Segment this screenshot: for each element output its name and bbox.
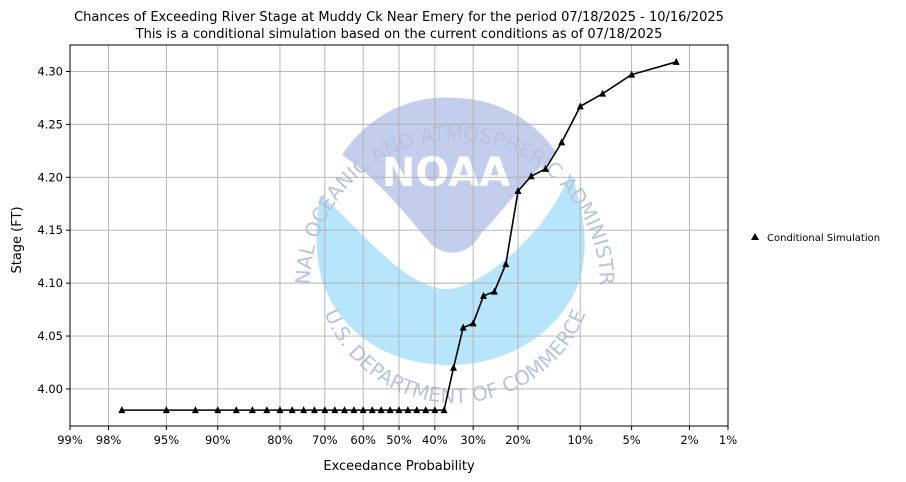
x-axis-ticks: 99% 98% 95% 90% 80% 70% 60% 50% 40% 30% 20% 10% 5% 2%… [57,426,737,447]
data-point-marker [469,319,477,327]
y-tick-label: 4.10 [37,276,63,290]
data-point-marker [263,406,271,414]
data-point-marker [413,406,421,414]
data-point-marker [404,406,412,414]
x-tick-label: 80% [267,433,293,447]
data-point-marker [459,323,467,331]
data-point-marker [576,102,584,110]
data-point-marker [331,406,339,414]
x-tick-label: 2% [680,433,698,447]
data-point-marker [118,406,126,414]
data-point-marker [599,89,607,97]
data-point-marker [490,287,498,295]
data-point-marker [341,406,349,414]
data-point-marker [359,406,367,414]
data-point-marker [368,406,376,414]
x-tick-label: 98% [96,433,122,447]
data-point-marker [321,406,329,414]
data-point-marker [628,70,636,78]
y-tick-label: 4.15 [37,223,63,237]
data-point-marker [191,406,199,414]
series-layer [118,57,680,414]
data-point-marker [300,406,308,414]
x-tick-label: 10% [567,433,593,447]
x-tick-label: 99% [57,433,83,447]
data-point-marker [276,406,284,414]
data-point-marker [431,406,439,414]
grid-layer [69,45,729,426]
data-point-marker [248,406,256,414]
data-point-marker [514,187,522,195]
legend-label: Conditional Simulation [767,233,880,244]
y-tick-label: 4.25 [37,117,63,131]
y-tick-label: 4.05 [37,329,63,343]
chart-title: Chances of Exceeding River Stage at Mudd… [74,10,724,25]
y-tick-label: 4.00 [37,382,63,396]
x-axis-label: Exceedance Probability [323,459,475,474]
x-tick-label: 70% [312,433,338,447]
watermark-logo-text: NOAA [382,150,510,196]
data-point-marker [350,406,358,414]
data-point-marker [288,406,296,414]
watermark-upper-shape [342,97,556,253]
x-tick-label: 20% [505,433,531,447]
x-tick-label: 90% [205,433,231,447]
data-point-marker [232,406,240,414]
data-point-marker [440,406,448,414]
x-tick-label: 1% [719,433,737,447]
y-axis-ticks: 4.00 4.05 4.10 4.15 4.20 4.25 4.30 [37,64,70,396]
data-point-marker [395,406,403,414]
chart-subtitle: This is a conditional simulation based o… [135,27,663,42]
x-tick-label: 5% [622,433,640,447]
data-point-marker [422,406,430,414]
data-point-marker [214,406,222,414]
x-tick-label: 30% [460,433,486,447]
data-point-marker [672,57,680,65]
x-tick-label: 50% [386,433,412,447]
x-tick-label: 95% [154,433,180,447]
x-tick-label: 60% [350,433,376,447]
legend: Conditional Simulation [751,233,880,244]
data-point-marker [480,291,488,299]
data-point-marker [377,406,385,414]
data-point-marker [542,164,550,172]
data-point-marker [310,406,318,414]
data-point-marker [386,406,394,414]
x-tick-label: 40% [422,433,448,447]
y-axis-label: Stage (FT) [10,206,25,273]
data-point-marker [162,406,170,414]
noaa-watermark: NOAA NATIONAL OCEANIC AND ATMOSPHERIC AD… [70,45,619,408]
data-point-marker [558,138,566,146]
data-point-marker [449,363,457,371]
y-tick-label: 4.30 [37,64,63,78]
legend-marker-triangle [751,233,759,240]
data-point-marker [527,172,535,180]
y-tick-label: 4.20 [37,170,63,184]
data-point-marker [502,260,510,268]
